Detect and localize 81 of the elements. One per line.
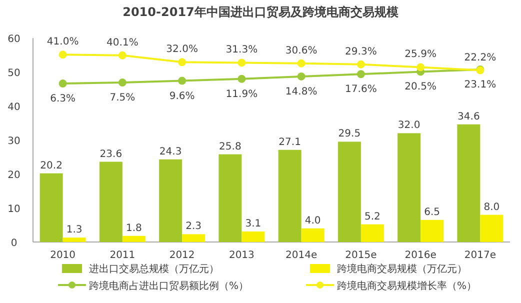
y-tick-label: 10 bbox=[8, 204, 20, 215]
data-label: 29.3% bbox=[345, 46, 377, 58]
bar bbox=[122, 236, 146, 242]
x-tick-label: 2012 bbox=[169, 250, 195, 261]
data-label: 25.9% bbox=[404, 49, 436, 60]
bar bbox=[338, 142, 361, 242]
y-tick-label: 20 bbox=[8, 170, 20, 181]
chart-title: 2010-2017年中国进出口贸易及跨境电商交易规模 bbox=[122, 5, 398, 19]
x-tick-label: 2011 bbox=[110, 250, 136, 261]
data-label: 23.6 bbox=[100, 148, 122, 160]
data-label: 1.3 bbox=[66, 224, 82, 236]
point bbox=[178, 58, 186, 66]
legend-label: 跨境电商交易规模增长率（%） bbox=[337, 280, 477, 292]
y-tick-label: 0 bbox=[10, 238, 18, 249]
data-label: 3.1 bbox=[245, 218, 262, 230]
bar bbox=[301, 228, 324, 242]
legend-label: 进出口交易总规模（万亿元） bbox=[89, 263, 219, 275]
x-tick-label: 2017e bbox=[464, 250, 496, 261]
data-label: 5.2 bbox=[364, 211, 380, 222]
data-label: 34.6 bbox=[458, 111, 480, 122]
data-label: 2.3 bbox=[186, 221, 202, 232]
x-tick-label: 2015e bbox=[345, 250, 377, 261]
data-label: 8.0 bbox=[484, 202, 500, 213]
data-label: 23.1% bbox=[464, 80, 496, 91]
y-tick-label: 50 bbox=[8, 68, 20, 79]
data-label: 4.0 bbox=[304, 215, 321, 226]
bar bbox=[218, 154, 242, 242]
point bbox=[297, 59, 306, 68]
data-label: 24.3 bbox=[159, 146, 182, 158]
y-tick-label: 30 bbox=[8, 136, 20, 147]
bar bbox=[182, 234, 206, 242]
data-label: 20.5% bbox=[404, 82, 436, 93]
y-tick-label: 60 bbox=[8, 34, 20, 45]
x-tick-label: 2016e bbox=[404, 250, 436, 261]
point bbox=[58, 80, 67, 88]
data-label: 9.6% bbox=[169, 90, 195, 102]
point bbox=[356, 60, 365, 68]
data-label: 41.0% bbox=[46, 36, 79, 48]
data-label: 17.6% bbox=[345, 84, 377, 96]
point bbox=[297, 72, 306, 80]
x-tick-label: 2010 bbox=[50, 250, 76, 261]
bar bbox=[99, 162, 122, 242]
point bbox=[416, 63, 425, 72]
y-tick-label: 40 bbox=[8, 102, 20, 113]
point bbox=[118, 51, 126, 60]
data-label: 30.6% bbox=[285, 45, 318, 56]
data-label: 7.5% bbox=[110, 92, 136, 104]
x-tick-label: 2014e bbox=[286, 250, 318, 261]
point bbox=[238, 58, 246, 67]
data-label: 14.8% bbox=[285, 86, 318, 98]
bar bbox=[398, 133, 421, 242]
data-label: 22.2% bbox=[464, 52, 496, 64]
x-tick-label: 2013 bbox=[228, 250, 254, 261]
point bbox=[356, 70, 365, 78]
data-label: 31.3% bbox=[226, 44, 258, 56]
point bbox=[58, 50, 67, 59]
data-label: 27.1 bbox=[278, 136, 301, 148]
data-label: 6.5 bbox=[424, 206, 440, 218]
data-label: 32.0% bbox=[166, 44, 198, 56]
data-label: 25.8 bbox=[219, 141, 242, 152]
bar bbox=[159, 159, 182, 242]
bar bbox=[457, 124, 480, 242]
data-label: 29.5 bbox=[338, 128, 361, 140]
legend-label: 跨境电商交易规模（万亿元） bbox=[337, 263, 467, 275]
data-label: 11.9% bbox=[226, 88, 258, 100]
legend-label: 跨境电商占进出口贸易额比例（%） bbox=[89, 280, 249, 292]
bar bbox=[278, 150, 302, 242]
data-label: 6.3% bbox=[50, 94, 76, 105]
bar bbox=[480, 214, 504, 242]
point bbox=[118, 78, 126, 87]
bar bbox=[62, 238, 86, 242]
bar bbox=[420, 220, 444, 242]
data-label: 32.0 bbox=[398, 120, 420, 132]
bar bbox=[360, 224, 384, 242]
point bbox=[238, 74, 246, 83]
data-label: 1.8 bbox=[126, 222, 142, 234]
data-label: 40.1% bbox=[106, 37, 138, 48]
bar bbox=[242, 231, 265, 242]
bar bbox=[40, 173, 63, 242]
point bbox=[178, 76, 186, 85]
data-label: 20.2 bbox=[40, 160, 62, 172]
